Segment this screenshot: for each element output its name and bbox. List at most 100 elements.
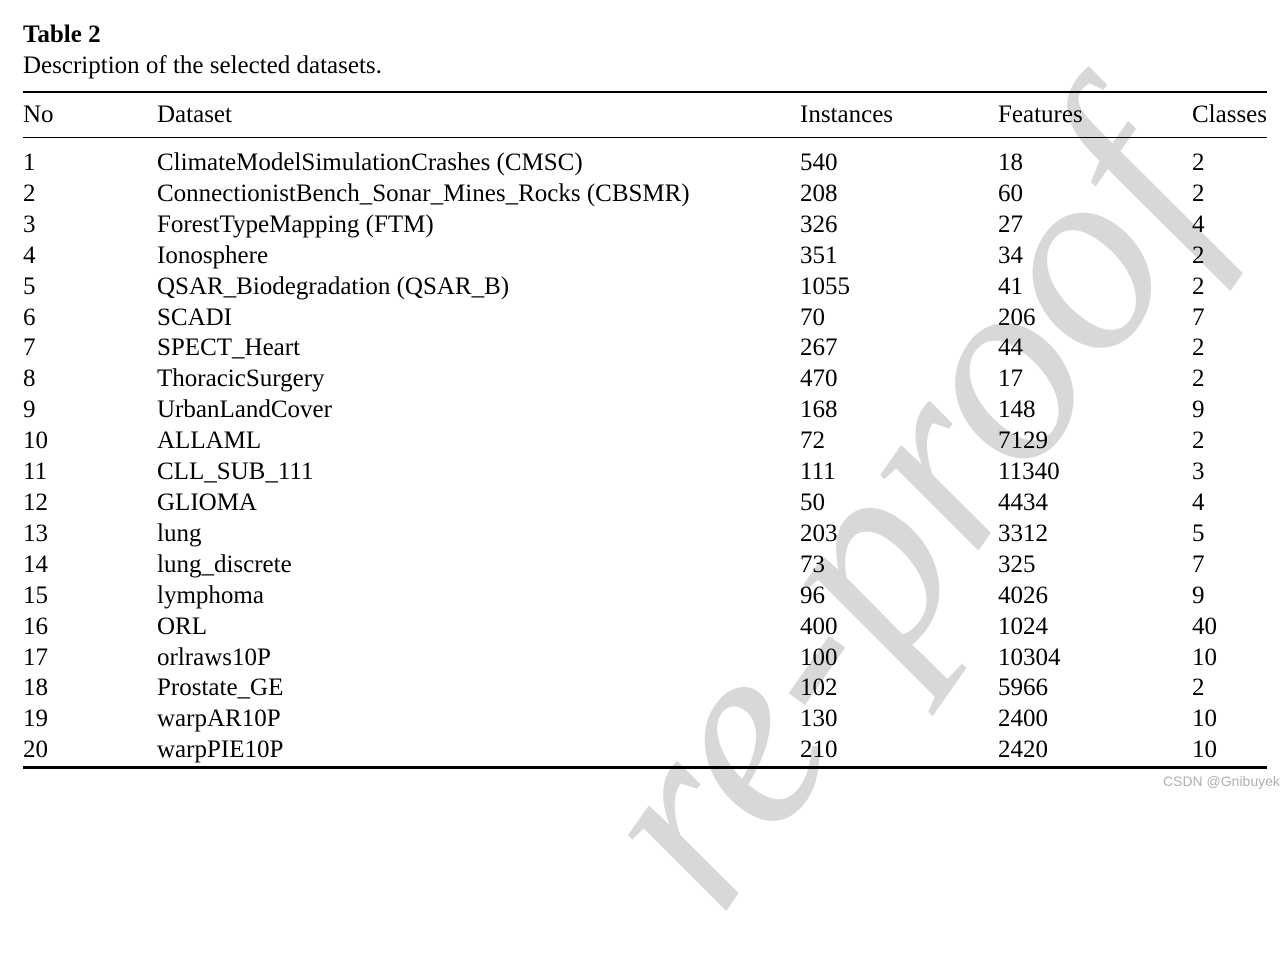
cell-no: 9	[23, 396, 36, 424]
cell-instances: 351	[800, 241, 838, 269]
cell-no: 1	[23, 149, 36, 176]
cell-no: 3	[23, 210, 36, 238]
cell-classes: 2	[1192, 149, 1205, 176]
cell-instances: 326	[800, 210, 838, 238]
cell-dataset: QSAR_Biodegradation (QSAR_B)	[157, 272, 510, 300]
cell-classes: 10	[1192, 643, 1217, 671]
cell-dataset: lung	[157, 519, 202, 547]
cell-features: 18	[998, 149, 1023, 176]
cell-instances: 210	[800, 736, 838, 764]
column-header-features: Features	[998, 92, 1192, 138]
cell-features: 11340	[998, 458, 1060, 486]
cell-instances: 72	[800, 427, 825, 455]
cell-classes: 7	[1192, 550, 1205, 578]
cell-features: 27	[998, 210, 1023, 238]
cell-dataset: ORL	[157, 612, 207, 640]
datasets-table-header: No Dataset Instances Features Classes	[23, 92, 1267, 138]
cell-instances: 470	[800, 365, 838, 393]
cell-features: 10304	[998, 643, 1061, 671]
cell-classes: 9	[1192, 581, 1205, 609]
cell-features: 5966	[998, 674, 1048, 702]
cell-instances: 267	[800, 334, 838, 362]
table-caption-description: Description of the selected datasets.	[23, 52, 382, 79]
cell-features: 44	[998, 334, 1023, 362]
cell-instances: 540	[800, 149, 838, 176]
table-row: 9 UrbanLandCover 168 148 9	[23, 395, 1267, 426]
table-caption-label: Table 2	[23, 21, 101, 48]
cell-features: 2420	[998, 736, 1048, 764]
watermark-credit: CSDN @Gnibuyek	[1163, 773, 1280, 789]
cell-classes: 2	[1192, 241, 1205, 269]
cell-features: 4434	[998, 488, 1048, 516]
table-row: 8 ThoracicSurgery 470 17 2	[23, 364, 1267, 395]
table-row: 11 CLL_SUB_111 111 11340 3	[23, 457, 1267, 488]
cell-classes: 3	[1192, 458, 1205, 486]
cell-dataset: lymphoma	[157, 581, 264, 609]
cell-instances: 203	[800, 519, 838, 547]
cell-no: 14	[23, 550, 48, 578]
column-header-no: No	[23, 92, 157, 138]
cell-no: 8	[23, 365, 36, 393]
cell-features: 148	[998, 396, 1036, 424]
cell-dataset: lung_discrete	[157, 550, 292, 578]
cell-features: 41	[998, 272, 1023, 300]
cell-dataset: SPECT_Heart	[157, 334, 301, 362]
table-row: 14 lung_discrete 73 325 7	[23, 550, 1267, 581]
cell-instances: 100	[800, 643, 838, 671]
cell-features: 3312	[998, 519, 1048, 547]
column-header-instances: Instances	[800, 92, 998, 138]
table-row: 10 ALLAML 72 7129 2	[23, 426, 1267, 457]
cell-instances: 102	[800, 674, 838, 702]
cell-classes: 2	[1192, 674, 1205, 702]
cell-dataset: GLIOMA	[157, 488, 257, 516]
header-row: No Dataset Instances Features Classes	[23, 92, 1267, 138]
table-row: 19 warpAR10P 130 2400 10	[23, 704, 1267, 735]
cell-dataset: CLL_SUB_111	[157, 458, 314, 486]
cell-no: 15	[23, 581, 48, 609]
cell-dataset: ALLAML	[157, 427, 262, 455]
cell-features: 17	[998, 365, 1023, 393]
cell-classes: 2	[1192, 427, 1205, 455]
cell-classes: 9	[1192, 396, 1205, 424]
table-row: 12 GLIOMA 50 4434 4	[23, 488, 1267, 519]
column-header-classes: Classes	[1192, 92, 1267, 138]
cell-features: 2400	[998, 705, 1048, 733]
cell-classes: 2	[1192, 334, 1205, 362]
cell-classes: 10	[1192, 705, 1217, 733]
cell-dataset: ForestTypeMapping (FTM)	[157, 210, 434, 238]
table-row: 18 Prostate_GE 102 5966 2	[23, 673, 1267, 704]
cell-no: 6	[23, 303, 36, 331]
cell-classes: 5	[1192, 519, 1205, 547]
cell-features: 60	[998, 179, 1023, 207]
cell-no: 17	[23, 643, 48, 671]
cell-features: 34	[998, 241, 1023, 269]
cell-no: 10	[23, 427, 48, 455]
table-row: 20 warpPIE10P 210 2420 10	[23, 735, 1267, 767]
table-row: 6 SCADI 70 206 7	[23, 303, 1267, 334]
cell-no: 2	[23, 179, 36, 207]
cell-features: 4026	[998, 581, 1048, 609]
cell-classes: 40	[1192, 612, 1217, 640]
cell-instances: 111	[800, 458, 836, 486]
cell-features: 1024	[998, 612, 1048, 640]
cell-features: 325	[998, 550, 1036, 578]
cell-no: 18	[23, 674, 48, 702]
table-row: 15 lymphoma 96 4026 9	[23, 581, 1267, 612]
column-header-dataset: Dataset	[157, 92, 800, 138]
table-row: 3 ForestTypeMapping (FTM) 326 27 4	[23, 210, 1267, 241]
cell-instances: 208	[800, 179, 838, 207]
cell-instances: 168	[800, 396, 838, 424]
cell-no: 7	[23, 334, 36, 362]
cell-instances: 400	[800, 612, 838, 640]
datasets-table-body: 1 ClimateModelSimulationCrashes (CMSC) 540…	[23, 138, 1267, 768]
datasets-table: No Dataset Instances Features Classes 1 Clima…	[23, 91, 1267, 770]
cell-dataset: warpPIE10P	[157, 736, 284, 764]
table-row: 7 SPECT_Heart 267 44 2	[23, 333, 1267, 364]
cell-instances: 96	[800, 581, 825, 609]
cell-dataset: SCADI	[157, 303, 233, 331]
cell-classes: 4	[1192, 488, 1205, 516]
cell-no: 20	[23, 736, 48, 764]
cell-classes: 2	[1192, 272, 1205, 300]
cell-no: 19	[23, 705, 48, 733]
table-row: 2 ConnectionistBench_Sonar_Mines_Rocks (C…	[23, 179, 1267, 210]
